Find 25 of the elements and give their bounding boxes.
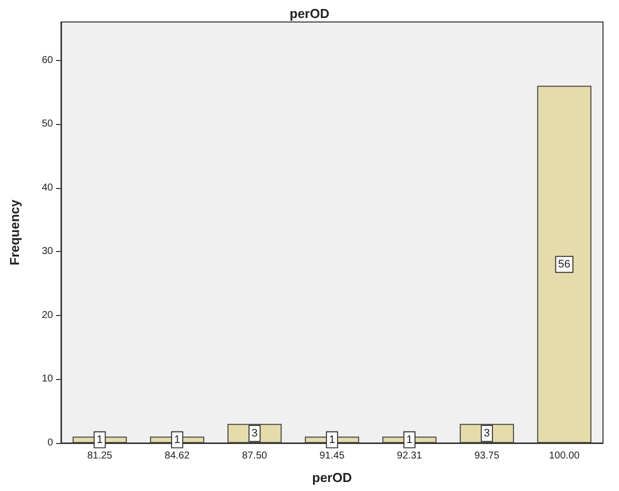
x-tick-label: 87.50 bbox=[242, 450, 268, 462]
x-tick-label: 84.62 bbox=[164, 450, 190, 462]
y-tick-label: 50 bbox=[42, 118, 54, 130]
x-tick-label: 91.45 bbox=[319, 450, 345, 462]
data-label: 3 bbox=[484, 427, 490, 440]
y-tick-label: 0 bbox=[47, 438, 54, 448]
data-label: 1 bbox=[174, 434, 180, 446]
y-tick-label: 10 bbox=[42, 374, 54, 385]
data-label: 1 bbox=[96, 434, 103, 446]
chart-title: perOD bbox=[290, 6, 330, 21]
data-label: 56 bbox=[558, 258, 570, 270]
x-tick-label: 100.00 bbox=[548, 450, 580, 462]
bar bbox=[537, 86, 592, 443]
x-axis-title: perOD bbox=[312, 470, 352, 485]
x-tick-label: 92.31 bbox=[396, 450, 422, 462]
y-tick-label: 20 bbox=[42, 310, 54, 321]
y-tick-label: 40 bbox=[42, 182, 54, 194]
x-tick-label: 93.75 bbox=[474, 450, 500, 462]
x-tick-label: 81.25 bbox=[87, 450, 113, 462]
y-tick-label: 60 bbox=[42, 54, 54, 66]
data-label: 1 bbox=[406, 434, 412, 446]
y-tick-label: 30 bbox=[42, 246, 54, 258]
y-axis-title: Frequency bbox=[7, 198, 22, 266]
data-label: 1 bbox=[328, 434, 336, 446]
data-label: 3 bbox=[252, 427, 258, 440]
